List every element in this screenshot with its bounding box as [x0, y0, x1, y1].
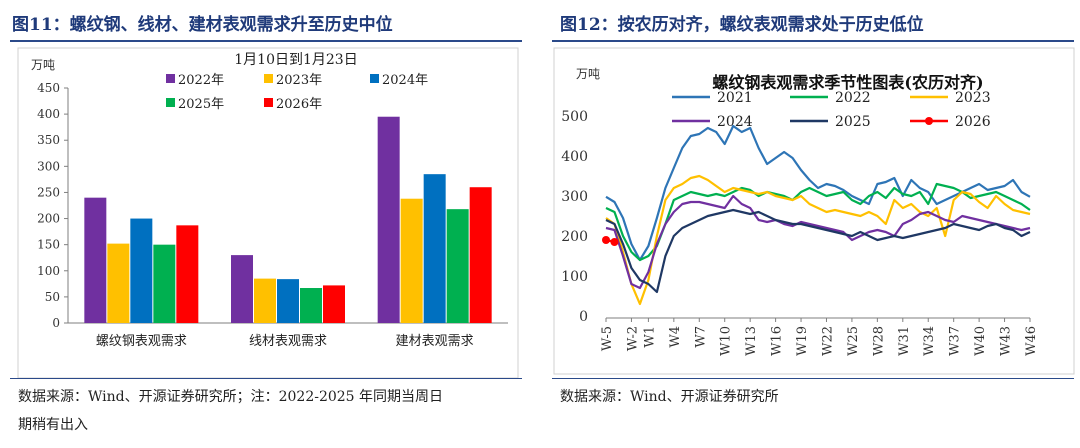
legend-label: 2022	[835, 90, 871, 106]
legend-label: 2024	[717, 114, 753, 130]
legend-label: 2024年	[382, 73, 428, 88]
legend-label: 2023年	[276, 73, 322, 88]
legend-swatch	[166, 98, 175, 107]
legend-swatch	[264, 98, 273, 107]
bar	[176, 225, 199, 323]
y-tick-label: 100	[561, 269, 588, 285]
bar	[377, 116, 400, 323]
x-tick-label: W13	[744, 326, 759, 356]
y-tick-label: 0	[579, 309, 588, 325]
series-line	[605, 208, 1031, 294]
series-line	[605, 174, 1031, 306]
source-note-continued: 期稍有出入	[18, 417, 88, 433]
y-tick-label: 200	[561, 229, 588, 245]
x-category-label: 建材表观需求	[396, 334, 474, 349]
x-category-label: 螺纹钢表观需求	[96, 334, 187, 349]
bar	[231, 255, 253, 323]
legend-label: 2023	[955, 90, 991, 106]
y-tick-label: 0	[52, 316, 60, 330]
y-axis-unit: 万吨	[31, 58, 55, 72]
x-tick-label: W46	[1024, 326, 1039, 356]
y-tick-label: 400	[561, 149, 588, 165]
x-tick-label: W7	[693, 326, 708, 348]
y-tick-label: 400	[37, 107, 60, 121]
chart-title: 螺纹钢表观需求季节性图表(农历对齐)	[712, 73, 983, 92]
x-tick-label: W37	[948, 326, 963, 356]
legend-label: 2026年	[276, 97, 322, 112]
bar	[469, 187, 492, 323]
y-tick-label: 100	[37, 264, 60, 278]
y-tick-label: 50	[45, 290, 60, 304]
x-tick-label: W4	[668, 326, 683, 348]
bar	[107, 243, 130, 323]
bar	[153, 244, 176, 323]
x-tick-label: W-5	[600, 326, 615, 351]
legend-label: 2022年	[178, 73, 224, 88]
series-line	[605, 194, 1031, 290]
line-chart: 万吨 螺纹钢表观需求季节性图表(农历对齐) 0 100 200 300 400 500 W-5 W…	[553, 47, 1075, 375]
bar	[323, 285, 345, 323]
figure-12-title: 图12：按农历对齐，螺纹表观需求处于历史低位	[560, 15, 924, 35]
legend-swatch	[166, 74, 175, 83]
figure-11-panel: 图11：螺纹钢、线材、建材表观需求升至历史中位 0 50 100 150 200 250 3…	[0, 0, 527, 448]
x-tick-label: W-2	[625, 326, 640, 351]
y-tick-label: 500	[561, 109, 588, 125]
bar	[84, 197, 107, 323]
x-tick-label: W19	[795, 326, 810, 356]
bar-chart: 0 50 100 150 200 250 300 350 400 450 万吨 1月10日到1月23日…	[17, 47, 519, 379]
x-tick-label: W43	[999, 326, 1014, 356]
x-tick-label: W1	[642, 326, 657, 348]
data-point	[602, 236, 610, 244]
legend-swatch	[370, 74, 379, 83]
bar	[277, 279, 299, 323]
x-tick-label: W10	[719, 326, 734, 356]
source-note: 数据来源：Wind、开源证券研究所；注：2022-2025 年同期当周日	[18, 389, 444, 405]
legend-label: 2026	[955, 114, 991, 130]
y-tick-label: 300	[561, 189, 588, 205]
legend-marker	[925, 117, 933, 125]
legend-label: 2025	[835, 114, 871, 130]
y-tick-label: 350	[37, 133, 60, 147]
y-tick-label: 150	[37, 238, 60, 252]
x-category-label: 线材表观需求	[249, 334, 327, 349]
figure-11-title: 图11：螺纹钢、线材、建材表观需求升至历史中位	[12, 15, 393, 35]
source-rule	[552, 378, 1074, 379]
y-tick-label: 250	[37, 185, 60, 199]
x-tick-label: W40	[973, 326, 988, 356]
bar	[446, 209, 469, 323]
x-tick-label: W25	[846, 326, 861, 356]
bar	[130, 218, 153, 323]
x-tick-label: W34	[922, 326, 937, 356]
y-tick-label: 450	[37, 81, 60, 95]
x-tick-label: W16	[770, 326, 785, 356]
y-axis-unit: 万吨	[576, 67, 600, 81]
x-tick-label: W28	[871, 326, 886, 356]
bar	[254, 278, 276, 323]
title-rule	[552, 40, 1074, 42]
data-point	[610, 238, 619, 246]
bar	[300, 288, 322, 323]
x-tick-label: W31	[897, 326, 912, 356]
y-tick-label: 300	[37, 159, 60, 173]
chart-title: 1月10日到1月23日	[234, 52, 357, 68]
figure-12-panel: 图12：按农历对齐，螺纹表观需求处于历史低位 万吨 螺纹钢表观需求季节性图表(农历…	[548, 0, 1080, 448]
bar	[423, 174, 446, 323]
bar	[400, 198, 423, 323]
legend-label: 2021	[717, 90, 753, 106]
source-rule	[10, 378, 522, 379]
title-rule	[10, 40, 522, 42]
legend-swatch	[264, 74, 273, 83]
legend-label: 2025年	[178, 97, 224, 112]
chart-frame	[553, 47, 1075, 375]
y-tick-label: 200	[37, 212, 60, 226]
source-note: 数据来源：Wind、开源证券研究所	[560, 389, 779, 405]
x-tick-label: W22	[820, 326, 835, 356]
series-line	[605, 182, 1031, 262]
